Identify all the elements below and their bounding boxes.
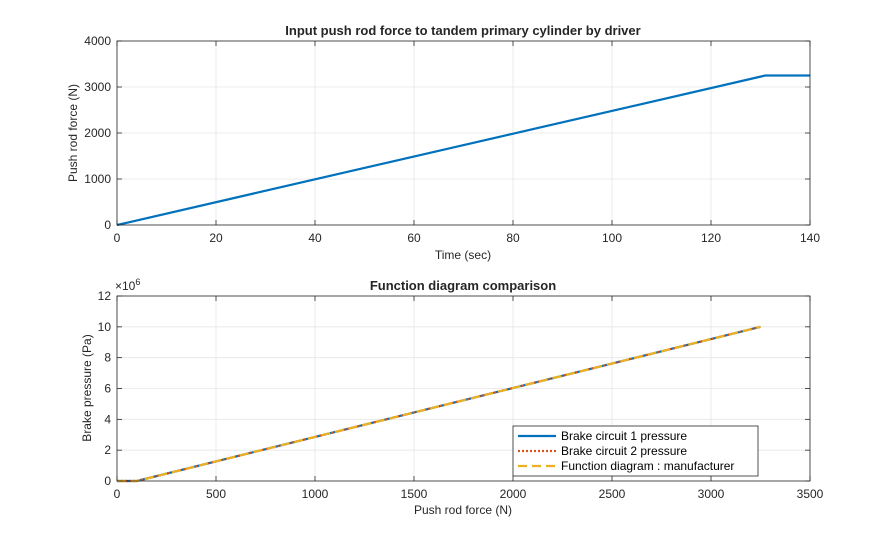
y-exponent-base: ×10: [115, 279, 136, 293]
chart-title-top: Input push rod force to tandem primary c…: [285, 23, 640, 38]
ticks-top: 0 20 40 60 80 100 120 140 0 1000 2000 3000 4000: [84, 34, 820, 245]
y-tick-label-bottom: 6: [104, 382, 111, 396]
x-tick-label-top: 20: [209, 231, 223, 245]
chart-title-bottom: Function diagram comparison: [370, 278, 556, 293]
x-tick-label-top: 140: [800, 231, 820, 245]
y-tick-label-bottom: 0: [104, 474, 111, 488]
x-tick-label-top: 40: [308, 231, 322, 245]
x-tick-label-top: 100: [602, 231, 622, 245]
y-axis-label-top: Push rod force (N): [66, 84, 80, 182]
y-tick-label-bottom: 2: [104, 443, 111, 457]
x-tick-label-bottom: 3000: [698, 487, 725, 501]
ticks-bottom: 0 500 1000 1500 2000 2500 3000 3500 0 2 4 6 8 10 12: [98, 289, 824, 501]
y-exponent-power: 6: [135, 277, 140, 287]
y-tick-label-bottom: 10: [98, 320, 112, 334]
y-exponent-label: ×106: [115, 277, 140, 293]
legend-label-brake-circuit-2: Brake circuit 2 pressure: [561, 444, 687, 458]
x-tick-label-top: 0: [114, 231, 121, 245]
y-tick-label-top: 0: [104, 218, 111, 232]
chart-bottom: 0 500 1000 1500 2000 2500 3000 3500 0 2 4 6 8 10 12 Fu…: [80, 277, 824, 517]
x-tick-label-bottom: 2000: [500, 487, 527, 501]
legend-box: [512, 425, 759, 477]
x-axis-label-bottom: Push rod force (N): [414, 503, 512, 517]
x-tick-label-bottom: 0: [114, 487, 121, 501]
y-tick-label-bottom: 12: [98, 289, 112, 303]
x-tick-label-bottom: 3500: [797, 487, 824, 501]
legend: Brake circuit 1 pressure Brake circuit 2…: [512, 425, 759, 477]
x-tick-label-bottom: 500: [206, 487, 226, 501]
y-tick-label-bottom: 8: [104, 351, 111, 365]
x-tick-label-top: 60: [407, 231, 421, 245]
y-tick-label-top: 2000: [84, 126, 111, 140]
chart-top: 0 20 40 60 80 100 120 140 0 1000 2000 3000 4000 Inpu…: [66, 23, 820, 262]
x-tick-label-bottom: 2500: [599, 487, 626, 501]
x-tick-label-top: 120: [701, 231, 721, 245]
series-group-top: [116, 74, 810, 227]
y-tick-label-top: 3000: [84, 80, 111, 94]
y-tick-label-top: 4000: [84, 34, 111, 48]
y-axis-label-bottom: Brake pressure (Pa): [80, 334, 94, 441]
x-tick-label-bottom: 1500: [401, 487, 428, 501]
legend-label-function-diagram: Function diagram : manufacturer: [561, 459, 734, 473]
x-tick-label-top: 80: [506, 231, 520, 245]
y-tick-label-bottom: 4: [104, 412, 111, 426]
x-axis-label-top: Time (sec): [435, 248, 491, 262]
legend-label-brake-circuit-1: Brake circuit 1 pressure: [561, 429, 687, 443]
x-tick-label-bottom: 1000: [302, 487, 329, 501]
series-line-top-0: [116, 74, 810, 227]
y-tick-label-top: 1000: [84, 172, 111, 186]
